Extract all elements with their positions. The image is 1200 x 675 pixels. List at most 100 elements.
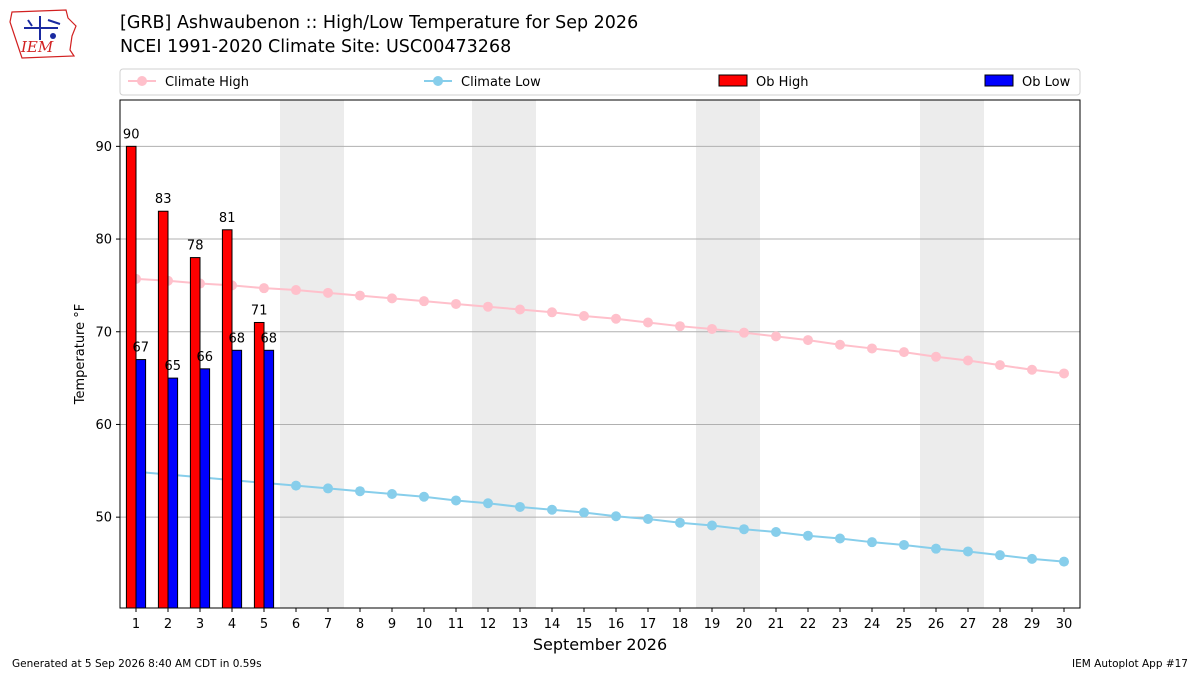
y-tick-label: 90 [95,140,112,155]
point-climate-high [963,355,973,366]
x-tick-label: 26 [928,617,945,632]
iem-logo: IEM [9,9,77,59]
bar-ob-low [135,359,147,609]
point-climate-high [835,339,845,350]
point-climate-high [867,343,877,354]
point-climate-low [579,507,589,518]
bar-ob-low [199,368,211,609]
x-tick-label: 25 [896,617,913,632]
point-climate-low [835,533,845,544]
weekend-shade [312,100,344,608]
x-tick-label: 24 [864,617,881,632]
legend-swatch-ob-low [984,74,1014,87]
bar-value-label: 83 [155,192,172,207]
point-climate-low [931,543,941,554]
x-tick-label: 8 [356,617,364,632]
chart-title: [GRB] Ashwaubenon :: High/Low Temperatur… [120,13,639,33]
iem-logo-text: IEM [20,38,54,56]
x-tick-label: 19 [704,617,721,632]
point-climate-high [707,323,717,334]
point-climate-high [547,307,557,318]
point-climate-low [451,495,461,506]
bar-ob-low [263,349,275,609]
x-tick-label: 18 [672,617,689,632]
x-tick-label: 16 [608,617,625,632]
bar-ob-high [157,210,169,609]
x-tick-label: 27 [960,617,977,632]
chart-subtitle: NCEI 1991-2020 Climate Site: USC00473268 [120,37,512,57]
weekend-shade [728,100,760,608]
point-climate-high [611,313,621,324]
bar-ob-high [125,145,137,609]
y-tick-label: 60 [95,418,112,433]
point-climate-low [867,537,877,548]
x-tick-label: 12 [480,617,497,632]
weekend-shade [472,100,504,608]
point-climate-low [739,524,749,535]
y-axis-label: Temperature °F [73,304,88,405]
x-tick-label: 28 [992,617,1009,632]
weekend-shade [504,100,536,608]
x-tick-label: 15 [576,617,593,632]
x-tick-label: 10 [416,617,433,632]
point-climate-low [387,488,397,499]
chart-legend: Climate High Climate Low Ob High Ob Low [119,68,1081,96]
x-tick-label: 7 [324,617,332,632]
iowa-outline-icon [9,9,77,59]
bar-value-label: 68 [261,331,278,346]
point-climate-low [515,501,525,512]
series-line-climate-high [135,277,1065,375]
x-tick-label: 11 [448,617,465,632]
point-climate-high [739,327,749,338]
weather-instrument-icon [24,16,61,40]
point-climate-low [995,550,1005,561]
bar-value-label: 78 [187,239,204,254]
instrument-dot-icon [50,33,56,39]
x-tick-label: 30 [1056,617,1073,632]
y-tick-label: 80 [95,233,112,248]
point-climate-high [259,283,269,294]
point-climate-high [355,290,365,301]
point-climate-high [1059,368,1069,379]
point-climate-high [1027,364,1037,375]
weekend-shade [280,100,312,608]
legend-label-climate-high: Climate High [165,75,249,90]
point-climate-high [771,331,781,342]
bar-value-label: 66 [197,350,214,365]
y-tick-label: 50 [95,511,112,526]
point-climate-low [963,546,973,557]
point-climate-high [995,360,1005,371]
x-tick-label: 3 [196,617,204,632]
bar-value-label: 90 [123,127,140,142]
legend-label-ob-high: Ob High [756,75,809,90]
x-tick-label: 1 [132,617,140,632]
point-climate-high [643,317,653,328]
generated-timestamp: Generated at 5 Sep 2026 8:40 AM CDT in 0… [12,658,262,670]
x-tick-label: 13 [512,617,529,632]
point-climate-high [675,321,685,332]
legend-label-climate-low: Climate Low [461,75,541,90]
legend-marker-climate-high [137,76,147,86]
x-tick-label: 20 [736,617,753,632]
point-climate-high [803,335,813,346]
bar-ob-high [253,321,265,609]
point-climate-high [579,310,589,321]
point-climate-high [515,304,525,315]
point-climate-low [1027,553,1037,564]
bar-value-label: 65 [165,359,182,374]
point-climate-high [451,298,461,309]
point-climate-low [899,539,909,550]
point-climate-low [1059,556,1069,567]
series-line-climate-low [135,470,1065,563]
point-climate-high [419,296,429,307]
x-tick-label: 9 [388,617,396,632]
bar-ob-low [231,349,243,609]
point-climate-low [611,511,621,522]
x-tick-label: 6 [292,617,300,632]
x-tick-label: 29 [1024,617,1041,632]
weekend-shade [952,100,984,608]
point-climate-low [355,486,365,497]
bar-value-label: 81 [219,211,236,226]
x-tick-label: 5 [260,617,268,632]
